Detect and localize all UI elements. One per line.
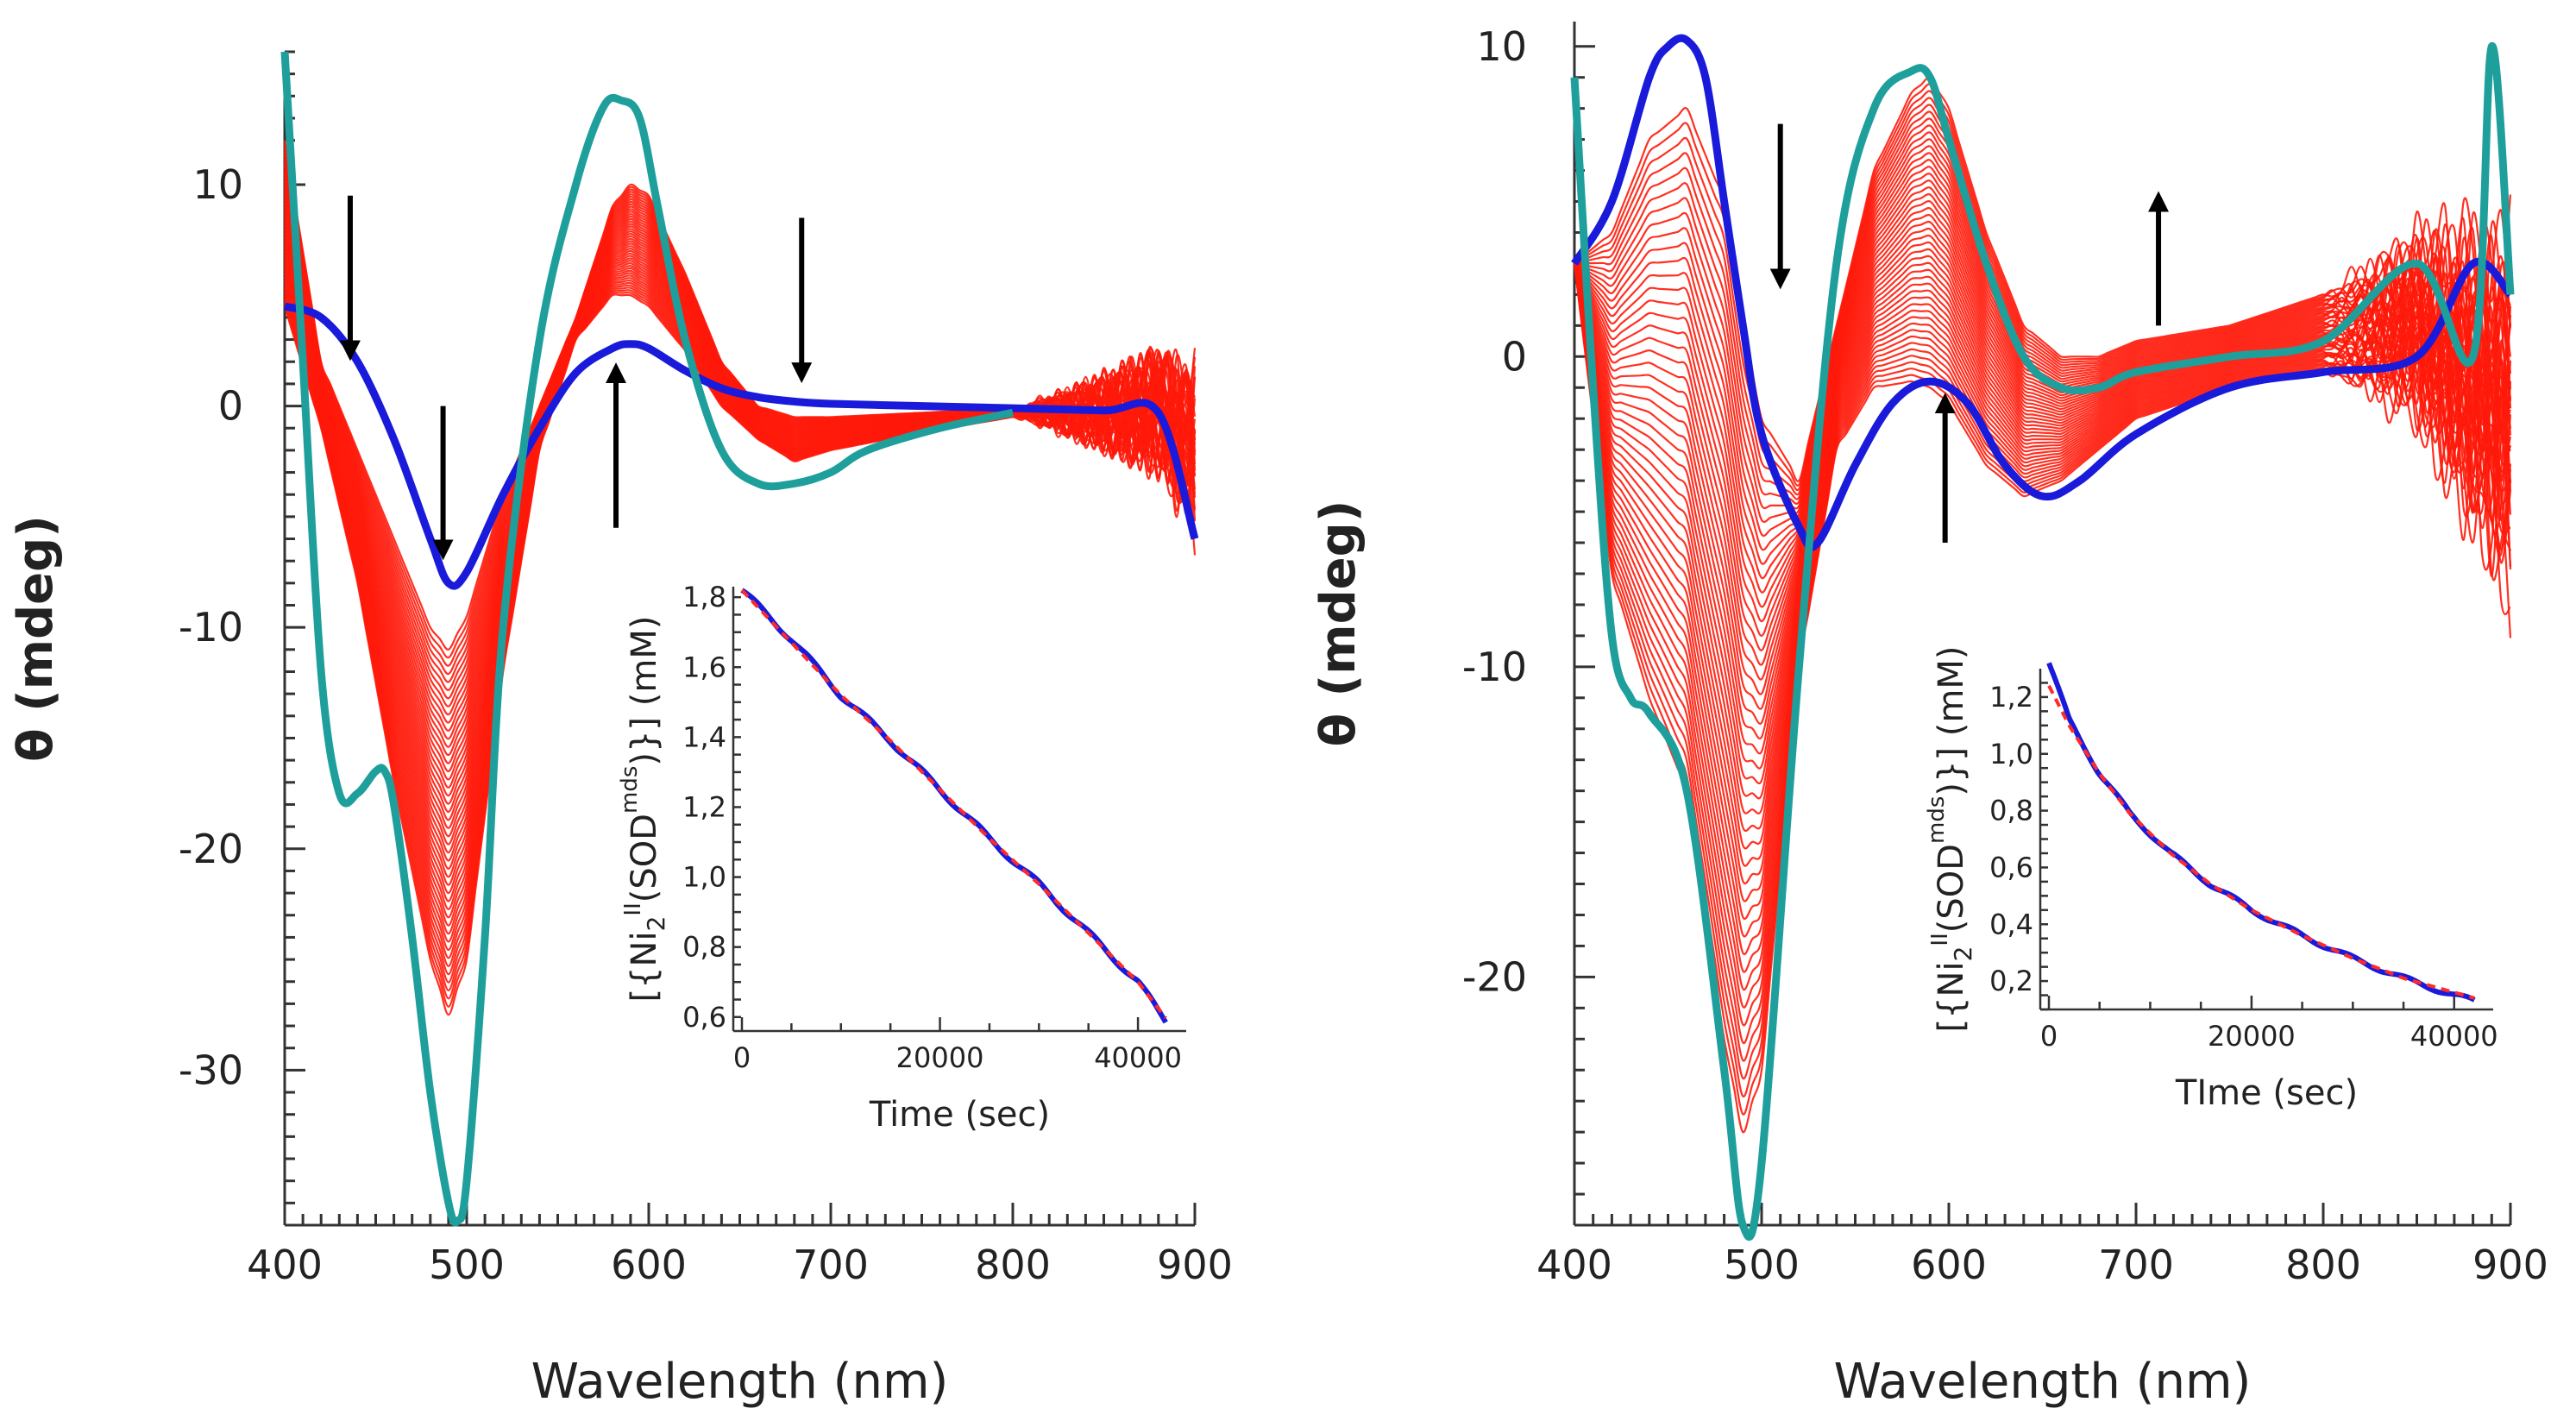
intermediate-spectrum bbox=[1573, 263, 2512, 920]
inset-y-label-part: (SOD bbox=[1932, 844, 1971, 933]
inset-y-tick-label: 0,8 bbox=[1989, 795, 2033, 827]
inset-x-tick-label: 20000 bbox=[896, 1041, 984, 1074]
x-tick-label: 800 bbox=[2285, 1242, 2361, 1288]
inset-y-axis-label: [{Ni2II(SODmds)}] (mM) bbox=[1924, 646, 1977, 1033]
intermediate-spectrum bbox=[1573, 263, 2511, 1097]
inset-fit-line bbox=[2047, 684, 2475, 1000]
inset-y-tick-label: 0,6 bbox=[682, 1001, 726, 1034]
inset-kinetics-plot: 0 20000 40000 1,8 1,6 1,4 1,2 1,0 0,8 0,6 Time (se… bbox=[617, 581, 1186, 1135]
y-tick-label: -10 bbox=[179, 604, 243, 651]
right-panel: 400 500 600 700 800 900 10 0 -10 -20 Wavelength (n… bbox=[1310, 22, 2548, 1410]
intermediate-spectrum bbox=[1573, 263, 2512, 902]
intermediate-spectrum bbox=[1573, 220, 2512, 725]
x-axis-label: Wavelength (nm) bbox=[531, 1354, 949, 1410]
x-tick-label: 900 bbox=[2472, 1242, 2548, 1288]
plot-area bbox=[1570, 34, 2515, 1242]
x-tick-label: 400 bbox=[1536, 1242, 1612, 1288]
inset-y-label-part: [{Ni bbox=[1932, 961, 1971, 1032]
inset-y-label-part: )}] (mM) bbox=[625, 616, 664, 766]
inset-y-label-part: II bbox=[620, 902, 646, 915]
inset-data-line bbox=[740, 588, 1168, 1024]
inset-y-label-part: )}] (mM) bbox=[1932, 646, 1971, 796]
final-spectrum bbox=[1570, 42, 2515, 1242]
intermediate-spectrum bbox=[1574, 90, 2512, 492]
x-tick-label: 700 bbox=[2098, 1242, 2174, 1288]
inset-y-label-part: (SOD bbox=[625, 814, 664, 902]
x-tick-label: 700 bbox=[793, 1242, 869, 1288]
y-tick-label: -20 bbox=[179, 826, 243, 872]
inset-y-axis-label: [{Ni2II(SODmds)}] (mM) bbox=[617, 616, 670, 1003]
inset-y-tick-label: 0,6 bbox=[1989, 851, 2033, 883]
inset-x-tick-label: 40000 bbox=[2410, 1020, 2498, 1053]
intermediate-spectrum bbox=[1573, 263, 2512, 991]
y-tick-label: 10 bbox=[1476, 23, 1527, 70]
initial-spectrum bbox=[283, 302, 1199, 590]
inset-y-tick-label: 1,4 bbox=[682, 720, 726, 753]
inset-y-tick-label: 1,8 bbox=[682, 581, 726, 613]
x-axis-label: Wavelength (nm) bbox=[1834, 1354, 2252, 1410]
inset-y-label-part: II bbox=[1927, 933, 1953, 946]
inset-y-tick-label: 0,2 bbox=[1989, 965, 2033, 997]
intermediate-spectrum bbox=[1574, 110, 2512, 505]
inset-y-tick-label: 1,2 bbox=[682, 790, 726, 823]
inset-y-label-part: mds bbox=[617, 766, 643, 814]
x-tick-label: 500 bbox=[429, 1242, 505, 1288]
intermediate-spectrum bbox=[1574, 104, 2512, 500]
plot-area bbox=[280, 51, 1199, 1227]
y-tick-label: -20 bbox=[1462, 953, 1527, 1000]
initial-spectrum bbox=[1571, 34, 2514, 551]
intermediate-spectrum bbox=[1573, 263, 2512, 885]
inset-x-tick-label: 0 bbox=[733, 1041, 751, 1074]
intermediate-spectrum bbox=[1574, 145, 2512, 565]
inset-y-label-part: mds bbox=[1924, 796, 1950, 844]
x-tick-label: 900 bbox=[1157, 1242, 1233, 1288]
intermediate-spectrum bbox=[1573, 193, 2511, 666]
intermediate-spectrum bbox=[1573, 263, 2512, 938]
y-tick-label: -10 bbox=[1462, 644, 1527, 690]
x-tick-label: 600 bbox=[1911, 1242, 1987, 1288]
inset-y-label-part: [{Ni bbox=[625, 931, 664, 1002]
intermediate-spectrum bbox=[283, 293, 1197, 1016]
inset-y-tick-label: 0,4 bbox=[1989, 908, 2033, 940]
x-tick-label: 500 bbox=[1724, 1242, 1800, 1288]
y-axis-label: θ (mdeg) bbox=[1310, 500, 1367, 747]
left-panel: 400 500 600 700 800 900 10 0 -10 -20 -30 Wavelength… bbox=[8, 50, 1233, 1410]
intermediate-spectrum bbox=[1573, 255, 2512, 800]
inset-kinetics-plot: 0 20000 40000 1,2 1,0 0,8 0,6 0,4 0,2 TIme (sec) [… bbox=[1924, 646, 2498, 1114]
inset-y-tick-label: 1,2 bbox=[1989, 681, 2033, 714]
y-tick-label: 0 bbox=[218, 383, 243, 430]
inset-y-label-part: 2 bbox=[642, 916, 670, 932]
x-tick-label: 600 bbox=[611, 1242, 687, 1288]
inset-y-tick-label: 1,0 bbox=[1989, 738, 2033, 770]
inset-y-tick-label: 1,6 bbox=[682, 651, 726, 683]
inset-x-tick-label: 20000 bbox=[2208, 1020, 2296, 1053]
inset-y-tick-label: 1,0 bbox=[682, 861, 726, 894]
y-tick-label: 10 bbox=[192, 161, 243, 208]
inset-x-tick-label: 0 bbox=[2040, 1020, 2058, 1053]
inset-x-axis-label: TIme (sec) bbox=[2175, 1073, 2358, 1113]
inset-y-tick-label: 0,8 bbox=[682, 931, 726, 964]
inset-x-axis-label: Time (sec) bbox=[869, 1095, 1050, 1135]
y-tick-label: -30 bbox=[179, 1047, 243, 1093]
inset-y-label-part: 2 bbox=[1949, 946, 1977, 962]
y-tick-label: 0 bbox=[1502, 333, 1527, 380]
final-spectrum bbox=[280, 51, 1014, 1227]
intermediate-spectrum bbox=[1573, 263, 2512, 1116]
y-axis-label: θ (mdeg) bbox=[8, 515, 64, 762]
x-tick-label: 800 bbox=[975, 1242, 1051, 1288]
inset-x-tick-label: 40000 bbox=[1094, 1041, 1182, 1074]
x-tick-label: 400 bbox=[247, 1242, 323, 1288]
intermediate-spectrum bbox=[1573, 263, 2512, 1062]
inset-background bbox=[2040, 669, 2493, 1009]
inset-fit-line bbox=[740, 588, 1167, 1020]
intermediate-spectrum bbox=[1573, 263, 2512, 833]
